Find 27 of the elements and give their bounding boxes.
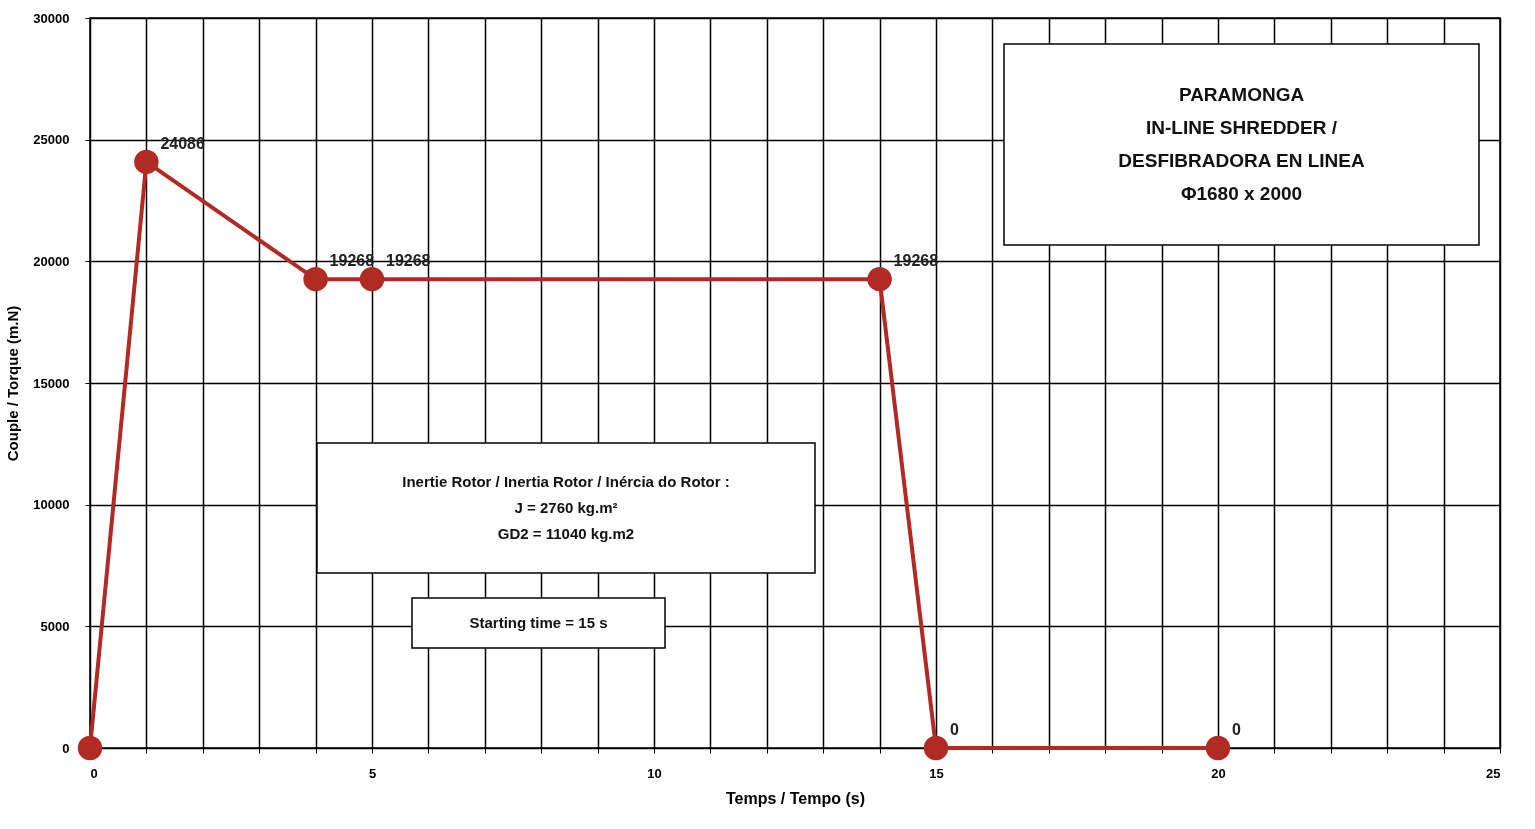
text: 0 — [950, 721, 959, 738]
point — [303, 266, 328, 292]
point — [867, 266, 892, 292]
x-tick-label: 10 — [647, 765, 662, 781]
x-tick-label: 15 — [929, 765, 944, 781]
y-tick-label: 5000 — [40, 618, 70, 634]
annotation: Starting time = 15 s — [469, 614, 608, 631]
point — [77, 735, 103, 761]
text: 0 — [1232, 721, 1241, 738]
y-tick-label: 20000 — [33, 253, 70, 269]
y-tick-label: 25000 — [33, 132, 70, 148]
x-tick-label: 5 — [368, 765, 377, 781]
x-axis-title: Temps / Tempo (s) — [726, 789, 865, 807]
point — [134, 149, 159, 175]
annotation: PARAMONGA IN-LINE SHREDDER / DESFIBRADORA EN LINEA Φ1680 x 2000 — [1118, 83, 1365, 205]
y-tick-label: 10000 — [33, 497, 70, 513]
point — [1205, 735, 1231, 761]
x-tick-label: 20 — [1211, 765, 1226, 781]
y-axis-title: Couple / Torque (m.N) — [4, 305, 22, 462]
annotation: Inertie Rotor / Inertia Rotor / Inércia do Rotor : J = 2760 kg.m² GD2 = 11040 kg.m2 — [402, 472, 730, 543]
x-tick-label: 25 — [1486, 765, 1501, 781]
point — [923, 735, 949, 761]
point — [359, 266, 385, 292]
y-tick-label: 15000 — [33, 375, 70, 391]
y-tick-label: 30000 — [33, 10, 70, 26]
y-tick-label: 0 — [62, 740, 70, 756]
x-tick-label: 0 — [90, 765, 98, 781]
